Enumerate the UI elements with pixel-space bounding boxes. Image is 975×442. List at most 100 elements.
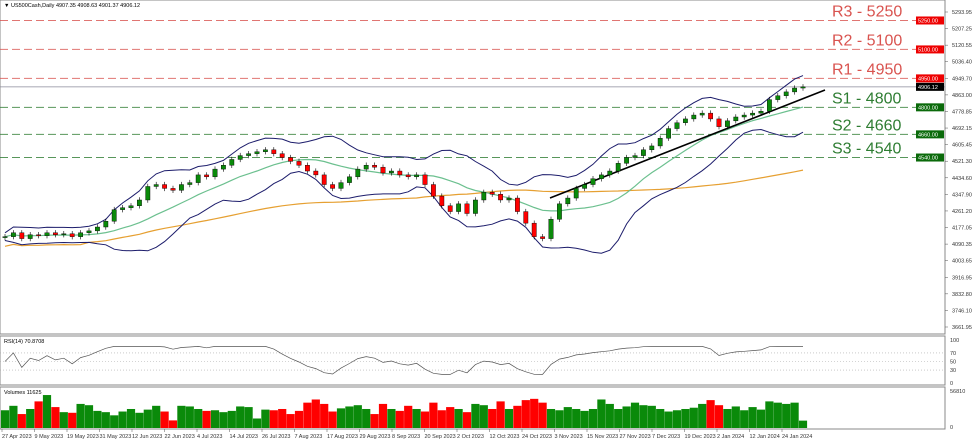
volume-bar: [563, 407, 572, 428]
volume-bar: [84, 405, 94, 428]
volume-bar: [194, 408, 203, 428]
volume-bar: [160, 411, 169, 428]
volume-bar: [93, 410, 102, 428]
volume-bar: [798, 420, 808, 428]
volume-bar: [488, 408, 497, 428]
candle-body: [27, 234, 33, 239]
volume-bar: [479, 405, 488, 428]
volume-bar: [320, 403, 329, 428]
volume-min-label: 0: [950, 425, 953, 431]
volume-bar: [126, 408, 136, 428]
price-tag-text: 5100.00: [918, 47, 938, 53]
candle-body: [590, 178, 596, 185]
candle-body: [439, 195, 445, 206]
x-tick-label: 3 Nov 2023: [555, 434, 583, 440]
candle-body: [464, 203, 470, 214]
volume-bar: [664, 411, 673, 428]
rsi-panel: [0, 335, 946, 386]
candle-body: [145, 186, 151, 201]
volume-bar: [244, 407, 253, 428]
candle-body: [792, 87, 798, 93]
candle-body: [153, 184, 159, 187]
x-tick-label: 8 Sep 2023: [392, 434, 420, 440]
volume-bar: [538, 402, 547, 428]
main-panel: [0, 0, 946, 335]
candle-body: [657, 138, 663, 147]
candle-body: [624, 157, 630, 164]
volume-bar: [168, 420, 178, 428]
candle-body: [313, 170, 319, 176]
volume-bar: [614, 408, 623, 428]
y-tick-label: 4347.90: [952, 192, 972, 198]
volume-bar: [740, 410, 749, 428]
x-tick-label: 20 Sep 2023: [425, 434, 456, 440]
volume-bar: [446, 407, 455, 428]
volume-bar: [698, 403, 707, 428]
volume-bar: [59, 412, 68, 428]
volume-bar: [420, 411, 430, 428]
x-tick-label: 12 Jun 2023: [132, 434, 162, 440]
volume-bar: [336, 408, 346, 428]
rsi-tick-label: 70: [950, 351, 956, 357]
candle-body: [19, 232, 25, 239]
volume-bar: [681, 408, 690, 428]
volume-bar: [135, 412, 144, 428]
y-tick-label: 4605.45: [952, 143, 972, 149]
volume-bar: [34, 401, 43, 428]
volume-bar: [765, 401, 774, 428]
volume-bar: [782, 403, 791, 428]
candle-body: [473, 199, 478, 214]
volume-bar: [101, 412, 110, 428]
candle-body: [456, 203, 461, 212]
volume-bar: [714, 405, 724, 428]
volume-bar: [656, 408, 665, 428]
y-tick-label: 4778.85: [952, 109, 972, 115]
price-tag-support: [916, 153, 944, 162]
candle-body: [321, 174, 327, 185]
candle-body: [389, 170, 394, 174]
candle-body: [69, 233, 75, 237]
candle-body: [414, 174, 419, 178]
volume-bar: [0, 410, 10, 428]
rsi-tick-label: 100: [950, 338, 959, 344]
bollinger-lower-band: [4, 128, 804, 254]
candle-body: [632, 155, 638, 158]
volume-bar: [622, 406, 631, 428]
y-tick-label: 3916.95: [952, 275, 972, 281]
volume-bar: [219, 412, 228, 428]
candle-body: [666, 128, 672, 139]
y-tick-label: 3661.95: [952, 325, 972, 331]
volume-bar: [647, 405, 656, 428]
volume-bar: [210, 410, 220, 428]
price-tag-text: 4800.00: [918, 105, 938, 111]
candle-body: [716, 118, 722, 127]
x-tick-label: 24 Jan 2024: [782, 434, 812, 440]
candle-body: [725, 120, 730, 127]
x-tick-label: 19 Dec 2023: [685, 434, 716, 440]
volume-bar: [756, 409, 766, 428]
volume-bar: [454, 408, 463, 428]
candle-body: [305, 165, 310, 172]
candle-body: [2, 236, 8, 238]
volume-bar: [51, 407, 60, 428]
candle-body: [279, 153, 285, 158]
candle-body: [481, 192, 487, 201]
candle-body: [615, 163, 621, 172]
y-tick-label: 4177.05: [952, 226, 972, 232]
candle-body: [120, 207, 126, 210]
volume-bar: [328, 411, 337, 428]
volume-bar: [236, 406, 245, 428]
volume-bar: [311, 399, 320, 428]
x-tick-label: 19 May 2023: [67, 434, 99, 440]
candle-body: [489, 192, 495, 195]
candle-body: [607, 170, 613, 176]
volume-bar: [68, 412, 77, 428]
x-tick-label: 27 Nov 2023: [620, 434, 651, 440]
y-tick-label: 5207.25: [952, 27, 972, 33]
candle-body: [254, 151, 260, 154]
candle-body: [557, 203, 562, 220]
candle-body: [708, 112, 714, 120]
volume-bar: [286, 414, 295, 428]
price-tag-resistance: [916, 74, 944, 83]
candle-body: [246, 153, 251, 156]
